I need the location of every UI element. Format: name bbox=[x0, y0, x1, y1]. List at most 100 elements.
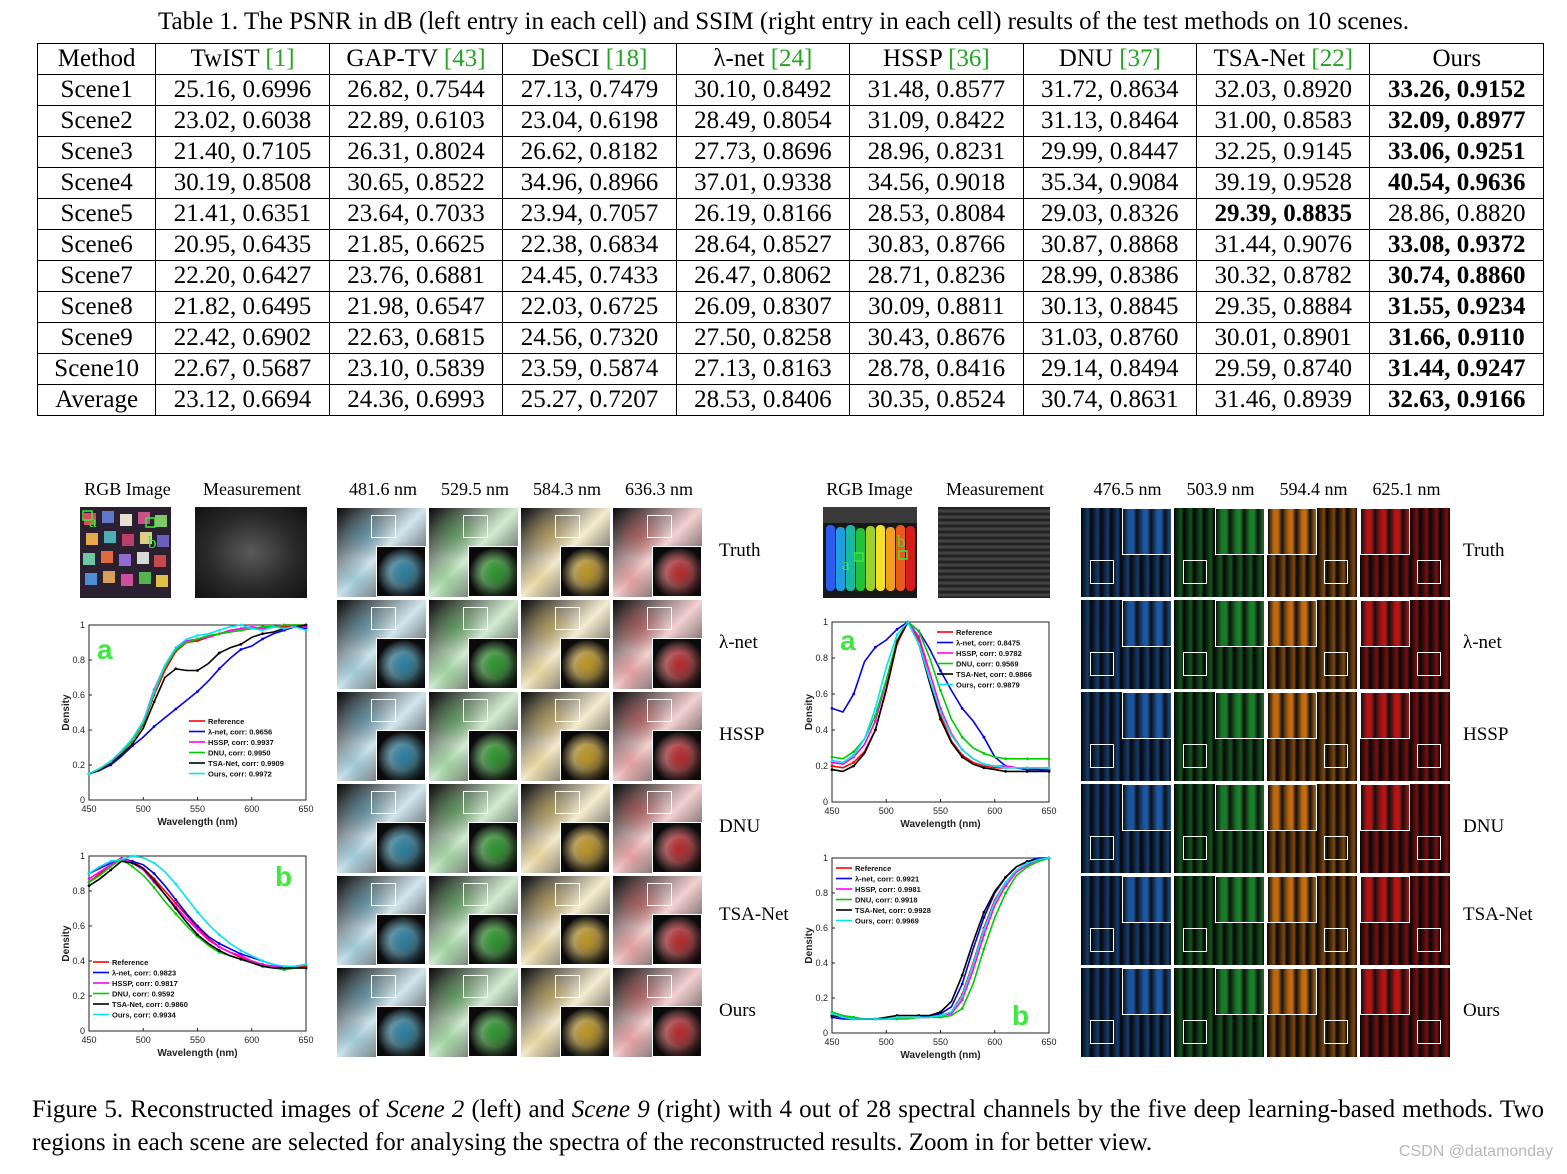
y-tick-label: 0.6 bbox=[72, 690, 85, 700]
scene9-region-b-plot: 450 500 550 600 650 0 0.2 0.4 0.6 0.8 1 Wavelength … bbox=[800, 850, 1065, 1065]
table-cell: 30.10, 0.8492 bbox=[675, 74, 851, 106]
citation-link[interactable]: [18] bbox=[605, 45, 648, 72]
citation-link[interactable]: [43] bbox=[443, 45, 486, 72]
reconstruction-tile bbox=[1360, 876, 1450, 965]
series-point bbox=[917, 1015, 921, 1019]
x-axis-label: Wavelength (nm) bbox=[157, 1048, 237, 1059]
table-cell: 30.74, 0.8860 bbox=[1369, 260, 1544, 292]
reconstruction-tile bbox=[1267, 784, 1357, 873]
zoom-inset bbox=[1215, 692, 1264, 739]
series-point bbox=[1025, 757, 1029, 761]
plot-frame bbox=[88, 624, 307, 801]
citation-link[interactable]: [22] bbox=[1311, 45, 1354, 72]
zoom-region-box bbox=[647, 515, 672, 538]
reconstruction-tile bbox=[1360, 784, 1450, 873]
series-point bbox=[304, 966, 308, 970]
zoom-region-box bbox=[1417, 1020, 1441, 1044]
series-point bbox=[196, 928, 199, 931]
series-point bbox=[852, 764, 856, 768]
table-cell: 22.63, 0.6815 bbox=[328, 322, 504, 354]
legend-entry: Reference bbox=[956, 628, 992, 637]
table-cell: 27.73, 0.8696 bbox=[675, 136, 851, 168]
y-tick-label: 1 bbox=[823, 853, 828, 863]
series-point bbox=[152, 872, 156, 875]
y-tick-label: 0.4 bbox=[72, 725, 85, 735]
reconstruction-tile bbox=[1081, 508, 1171, 597]
series-point bbox=[196, 690, 199, 693]
method-label: HSSP bbox=[1463, 724, 1509, 745]
zoom-inset bbox=[1267, 968, 1317, 1015]
zoom-region-box bbox=[555, 791, 580, 814]
column-header-name: TwIST bbox=[190, 45, 266, 72]
zoom-region-box bbox=[1183, 652, 1207, 676]
series-point bbox=[87, 880, 91, 884]
x-tick-label: 450 bbox=[824, 806, 839, 816]
y-tick-label: 0.8 bbox=[72, 886, 85, 896]
zoom-region-box bbox=[1183, 1020, 1207, 1044]
series-point bbox=[874, 714, 877, 717]
series-point bbox=[131, 854, 134, 858]
series-point bbox=[1025, 770, 1029, 773]
table-cell: 22.03, 0.6725 bbox=[502, 291, 677, 323]
series-point bbox=[1004, 881, 1007, 884]
series-point bbox=[1047, 757, 1051, 761]
zoom-inset bbox=[468, 546, 518, 597]
citation-link[interactable]: [37] bbox=[1119, 45, 1161, 72]
zoom-region-box bbox=[463, 607, 488, 630]
table-row: Scene1 25.16, 0.6996 26.82, 0.7544 27.13, 0… bbox=[36, 74, 1544, 106]
zoom-inset bbox=[652, 730, 702, 781]
column-header: TwIST [1] bbox=[155, 43, 330, 75]
reconstruction-tile bbox=[1081, 600, 1171, 689]
table-cell: 30.01, 0.8901 bbox=[1196, 322, 1371, 354]
reconstruction-tile bbox=[429, 508, 518, 597]
x-tick-label: 450 bbox=[81, 804, 96, 814]
zoom-region-box bbox=[1090, 652, 1114, 676]
citation-link[interactable]: [1] bbox=[265, 45, 295, 72]
column-header: DNU [37] bbox=[1022, 43, 1198, 75]
citation-link[interactable]: [24] bbox=[770, 45, 813, 72]
method-label: DNU bbox=[719, 816, 761, 837]
series-point bbox=[960, 707, 964, 710]
reconstruction-tile bbox=[613, 692, 702, 781]
zoom-region-box bbox=[647, 607, 672, 630]
table-cell: 21.85, 0.6625 bbox=[328, 229, 504, 261]
zoom-region-box bbox=[463, 883, 488, 906]
zoom-inset bbox=[1360, 600, 1410, 647]
table-cell: 30.35, 0.8524 bbox=[849, 384, 1024, 416]
series-point bbox=[960, 982, 964, 986]
table-cell: 29.14, 0.8494 bbox=[1022, 353, 1198, 385]
zoom-region-box bbox=[1183, 744, 1207, 768]
series-point bbox=[87, 872, 91, 875]
series-point bbox=[174, 646, 178, 650]
method-label: λ-net bbox=[1463, 632, 1502, 653]
table-cell: 31.44, 0.9076 bbox=[1196, 229, 1371, 261]
zoom-region-box bbox=[1090, 560, 1114, 584]
column-header: Method bbox=[36, 43, 157, 75]
x-tick-label: 500 bbox=[879, 806, 894, 816]
method-label: Truth bbox=[719, 540, 761, 561]
legend-entry: λ-net, corr: 0.9823 bbox=[112, 969, 176, 978]
series-point bbox=[1047, 770, 1051, 773]
zoom-inset bbox=[652, 914, 702, 965]
table-cell: 28.96, 0.8231 bbox=[849, 136, 1024, 168]
reconstruction-tile bbox=[337, 968, 426, 1057]
series-point bbox=[174, 912, 178, 916]
column-header: TSA-Net [22] bbox=[1196, 43, 1371, 75]
series-point bbox=[217, 949, 221, 952]
zoom-region-box bbox=[1417, 928, 1441, 952]
reconstruction-tile bbox=[1081, 784, 1171, 873]
y-tick-label: 1 bbox=[823, 617, 828, 627]
series-point bbox=[874, 719, 877, 723]
series-point bbox=[152, 861, 156, 865]
zoom-region-box bbox=[371, 515, 396, 538]
zoom-inset bbox=[376, 638, 426, 689]
zoom-inset bbox=[1122, 508, 1171, 555]
series-point bbox=[174, 667, 178, 671]
table-row: Scene10 22.67, 0.5687 23.10, 0.5839 23.59, … bbox=[36, 353, 1544, 385]
y-tick-label: 0.2 bbox=[72, 991, 85, 1001]
legend-entry: HSSP, corr: 0.9937 bbox=[208, 738, 274, 747]
citation-link[interactable]: [36] bbox=[948, 45, 990, 72]
column-header-name: Method bbox=[57, 45, 136, 72]
region-a-marker: a bbox=[842, 555, 850, 574]
table-caption: Table 1. The PSNR in dB (left entry in e… bbox=[158, 8, 1409, 35]
